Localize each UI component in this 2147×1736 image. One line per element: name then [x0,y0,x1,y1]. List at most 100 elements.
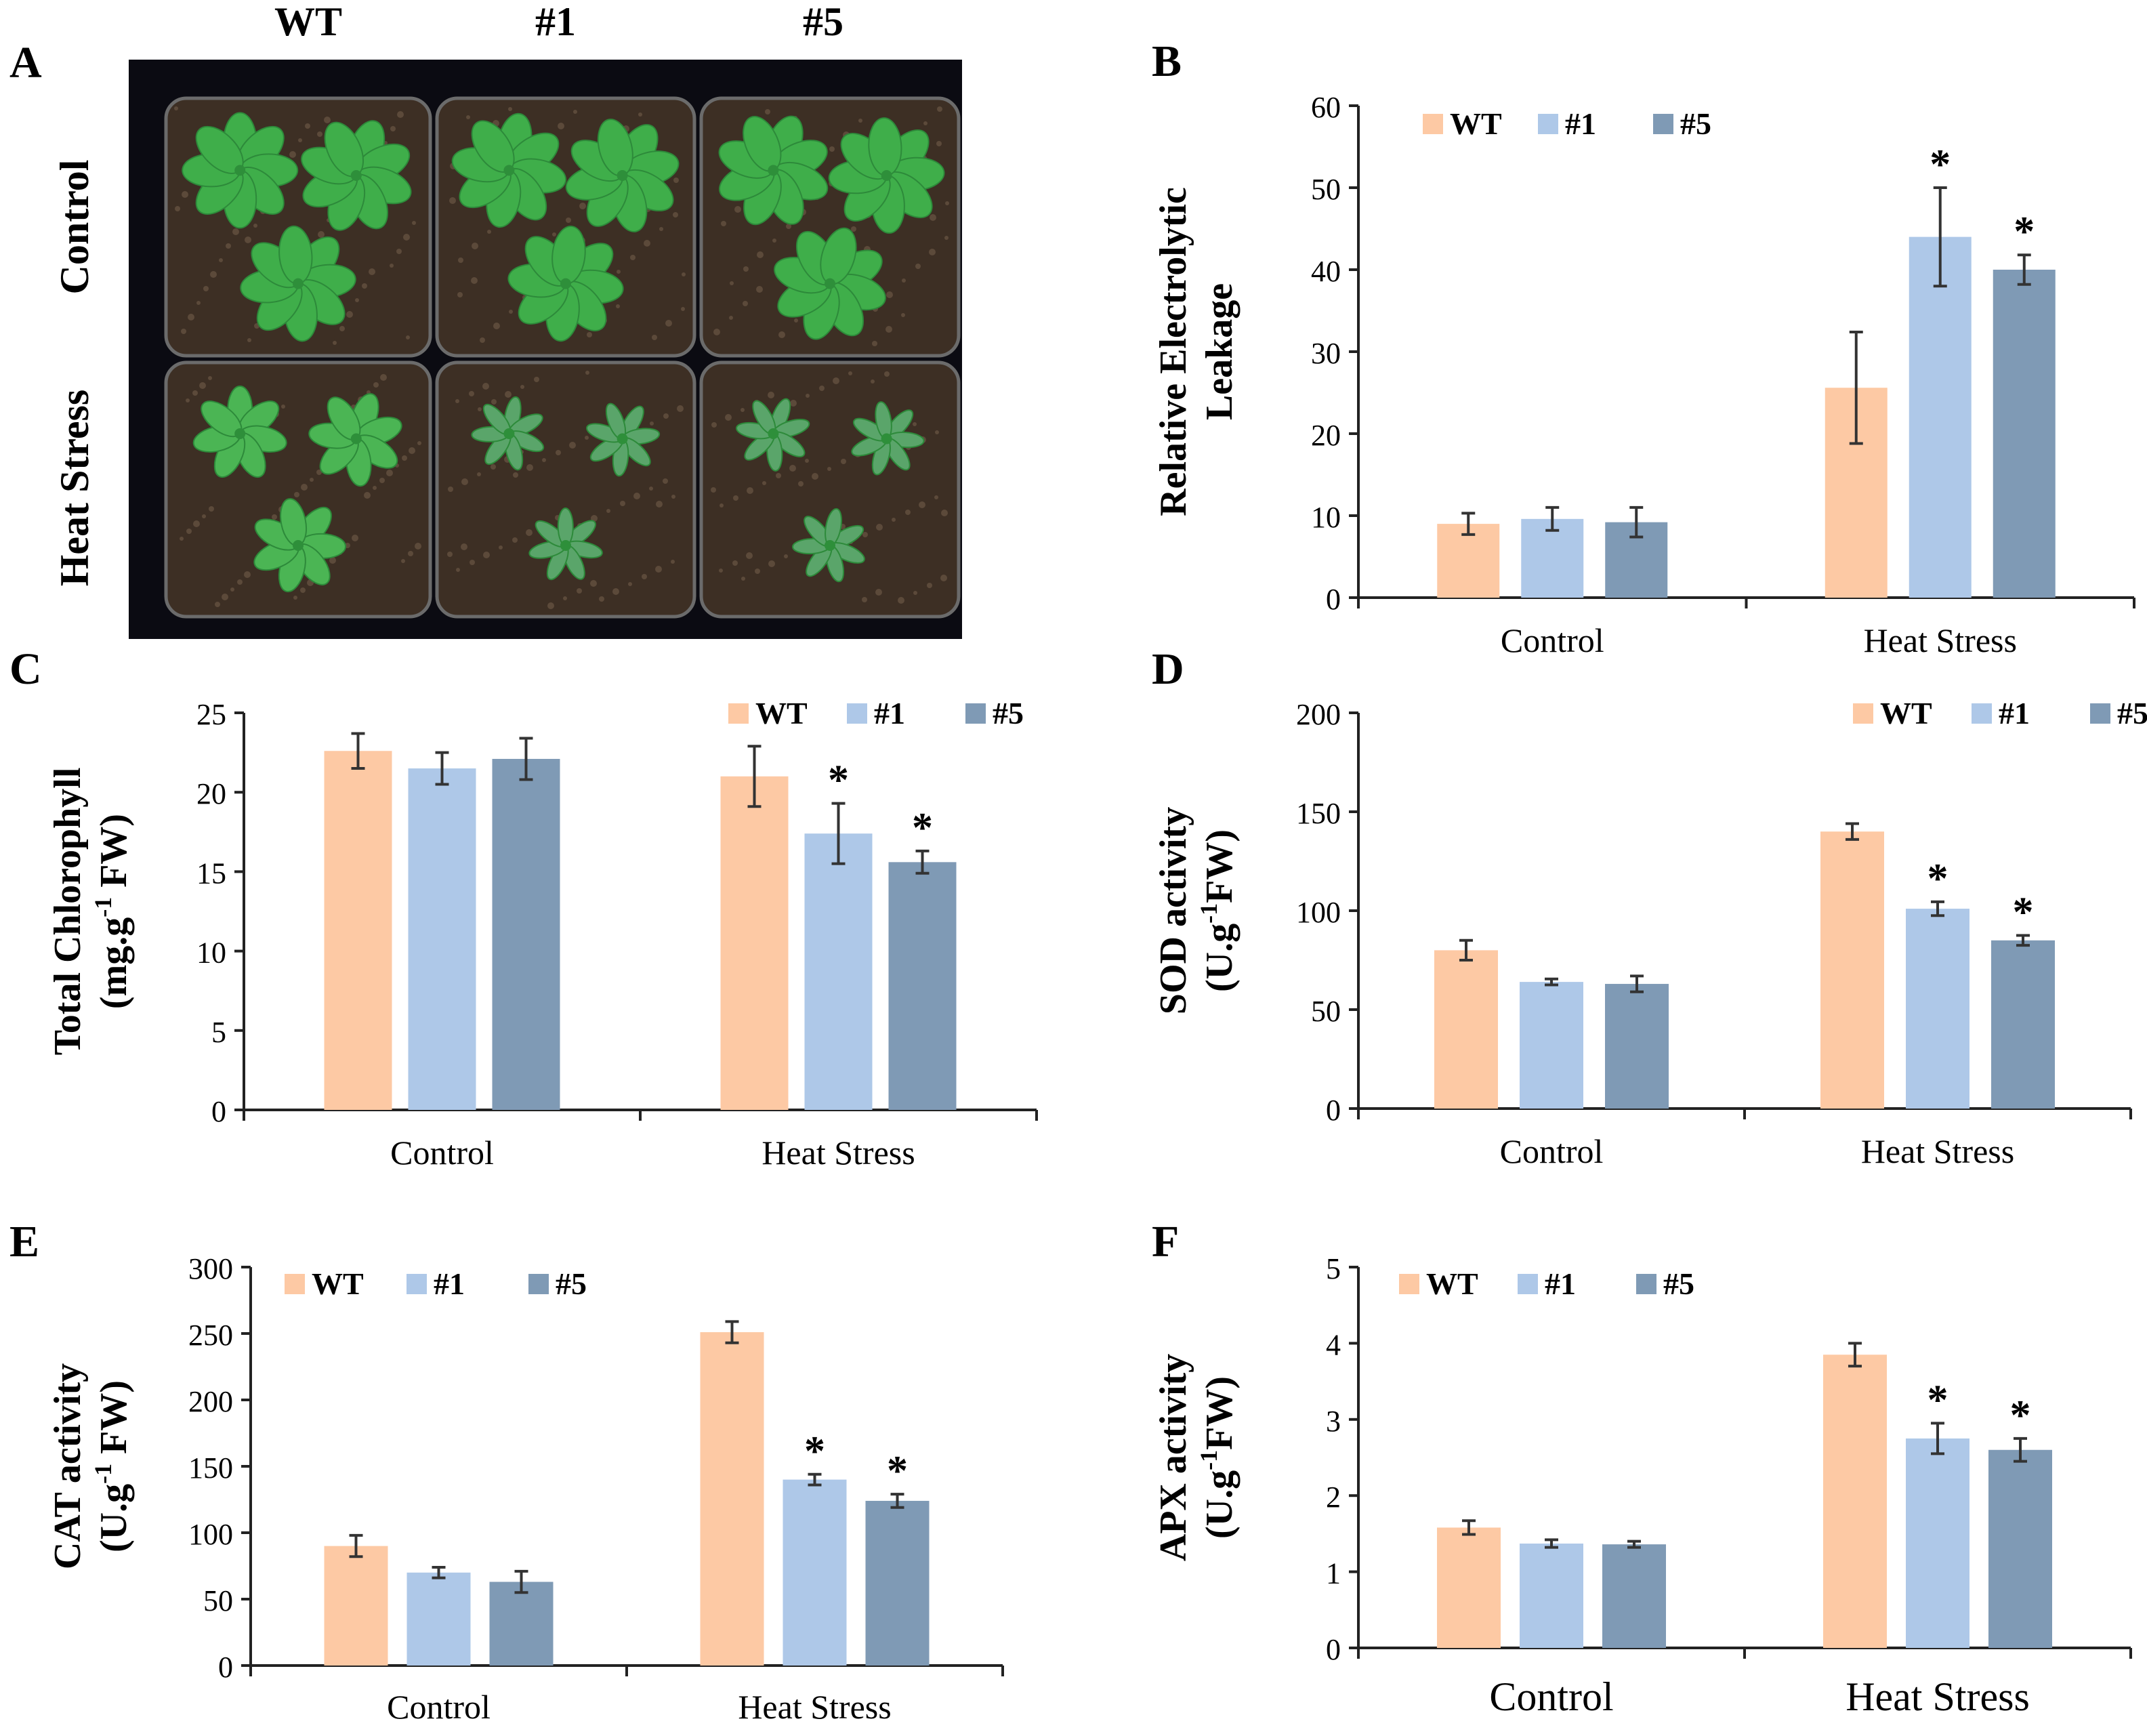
rosette-center [234,428,246,439]
seedling [792,508,865,583]
soil-speck [491,464,496,470]
soil-speck [934,495,938,499]
bar [1993,270,2056,598]
soil-speck [730,281,734,285]
x-tick-label: Control [387,1688,491,1726]
soil-speck [316,470,322,475]
seedling [528,508,603,581]
soil-speck [930,214,936,221]
soil-speck [841,459,846,464]
soil-speck [628,582,632,586]
rosette-center [293,540,304,551]
soil-speck [175,206,180,211]
rosette-center [617,433,628,445]
legend-swatch [1653,114,1673,134]
soil-speck [642,574,647,579]
soil-speck [630,255,635,260]
x-tick-label: Heat Stress [1864,621,2017,659]
soil-speck [872,341,877,346]
soil-speck [293,596,297,600]
soil-speck [913,422,917,426]
legend-label: #5 [2117,696,2147,730]
soil-speck [732,560,738,566]
legend-label: #1 [1999,696,2030,730]
y-tick-label: 100 [188,1518,233,1551]
soil-speck [181,329,186,334]
chart-c: Total Chlorophyll (mg.g-1 FW) 0 5 10 15 20 25 Co… [47,696,1038,1172]
soil-speck [790,400,797,407]
label-text: FW) [93,814,135,897]
soil-speck [719,569,723,573]
y-tick-label: 60 [1311,91,1341,124]
panel-letter-b: B [1152,37,1182,86]
seedling [301,120,412,231]
y-tick-label: 20 [1311,419,1341,452]
y-axis-label: CAT activity (U.g-1 FW) [47,1363,135,1569]
rosette-center [560,278,571,289]
rosette-center [881,170,892,181]
soil-speck [937,106,942,112]
soil-speck [733,495,738,501]
legend-swatch [1423,114,1443,134]
soil-speck [741,408,745,412]
y-tick-label: 100 [1296,896,1341,929]
significance-marker: * [1930,142,1951,188]
soil-speck [935,430,939,434]
soil-speck [579,203,586,209]
soil-speck [682,272,686,276]
soil-speck [547,602,554,609]
soil-speck [186,398,190,402]
bar [1437,524,1500,598]
soil-speck [471,277,478,284]
y-tick-label: 250 [188,1319,233,1352]
soil-speck [364,492,371,499]
seedling [253,498,346,593]
soil-speck [644,240,650,247]
bar [720,776,789,1110]
soil-speck [913,591,917,595]
x-tick-label: Heat Stress [1861,1132,2014,1170]
soil-speck [833,377,839,384]
soil-speck [606,509,610,513]
soil-speck [747,487,753,494]
soil-speck [585,436,589,440]
soil-speck [408,551,413,556]
y-tick-label: 50 [1311,995,1341,1028]
rosette-center [560,540,571,551]
panel-letter-f: F [1152,1217,1180,1266]
soil-speck [193,520,200,527]
soil-speck [577,588,582,594]
x-tick-label: Heat Stress [738,1688,891,1726]
soil-speck [765,109,770,115]
soil-speck [929,249,936,255]
soil-speck [470,560,475,565]
soil-speck [182,191,188,198]
seedling [586,402,661,477]
soil-speck [415,543,421,550]
seedling [718,115,829,226]
y-tick-label: 5 [211,1016,226,1049]
soil-speck [794,318,798,323]
bar [804,833,873,1110]
soil-speck [848,371,852,375]
y-axis-label-line: (mg.g-1 FW) [89,814,135,1009]
bar [489,1582,554,1666]
chart-d: SOD activity (U.g-1FW) 0 50 100 150 200 Control… [1152,696,2147,1170]
y-tick-label: 50 [1311,173,1341,206]
significance-marker: * [1927,1377,1948,1423]
soil-speck [386,470,393,476]
y-axis-label: Relative Electrolytic Leakage [1152,187,1241,516]
bar [1906,909,1969,1109]
soil-speck [762,481,766,485]
legend-label: #5 [556,1266,587,1301]
rosette-center [234,165,246,176]
soil-speck [192,390,198,396]
soil-speck [339,326,345,331]
y-tick-label: 1 [1326,1557,1341,1590]
soil-speck [379,478,385,483]
soil-speck [542,458,546,462]
soil-speck [458,257,463,263]
soil-speck [380,374,387,381]
soil-speck [237,579,243,585]
soil-speck [871,379,875,384]
